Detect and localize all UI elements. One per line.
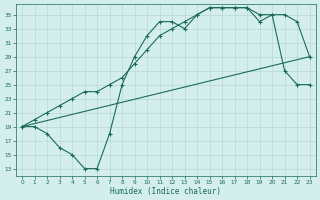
- X-axis label: Humidex (Indice chaleur): Humidex (Indice chaleur): [110, 187, 221, 196]
